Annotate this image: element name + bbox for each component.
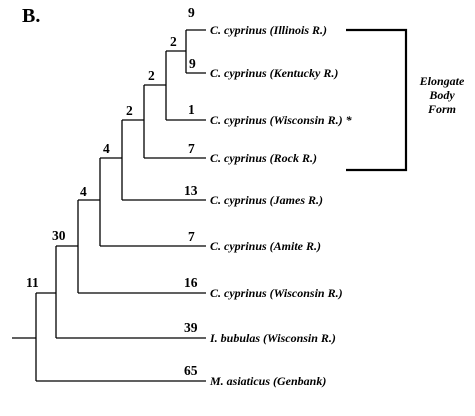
node-support-value: 11: [26, 275, 39, 290]
node-support-value: 30: [52, 228, 66, 243]
taxon-label: C. cyprinus (Rock R.): [210, 151, 317, 165]
clade-bracket: [346, 28, 408, 172]
terminal-support-values: 9 9 1 7 13 7 16 39 65: [184, 5, 198, 378]
internal-support-values: 2 2 2 4 4 30 11: [26, 34, 177, 290]
node-support-value: 2: [148, 68, 155, 83]
node-support-value: 2: [126, 103, 133, 118]
taxon-label: C. cyprinus (James R.): [210, 193, 323, 207]
taxon-label: C. cyprinus (Wisconsin R.): [210, 286, 343, 300]
group-label-line: Form: [427, 102, 456, 116]
support-value: 39: [184, 320, 198, 335]
node-support-value: 4: [103, 141, 110, 156]
taxon-label: I. bubulas (Wisconsin R.): [209, 331, 336, 345]
taxon-labels: C. cyprinus (Illinois R.) C. cyprinus (K…: [209, 23, 353, 388]
group-label-line: Elongate: [419, 74, 465, 88]
taxon-label: C. cyprinus (Wisconsin R.) *: [210, 113, 353, 127]
group-label: Elongate Body Form: [419, 74, 465, 116]
support-value: 7: [188, 141, 195, 156]
node-support-value: 2: [170, 34, 177, 49]
group-label-line: Body: [428, 88, 455, 102]
taxon-label: C. cyprinus (Amite R.): [210, 239, 321, 253]
node-support-value: 4: [80, 184, 87, 199]
support-value: 7: [188, 229, 195, 244]
taxon-label: M. asiaticus (Genbank): [209, 374, 326, 388]
support-value: 1: [188, 102, 195, 117]
support-value: 9: [189, 56, 196, 71]
support-value: 13: [184, 183, 198, 198]
support-value: 16: [184, 275, 198, 290]
taxon-label: C. cyprinus (Illinois R.): [210, 23, 327, 37]
panel-label: B.: [22, 5, 40, 27]
tree-branches: [12, 29, 206, 382]
support-value: 65: [184, 363, 198, 378]
taxon-label: C. cyprinus (Kentucky R.): [210, 66, 338, 80]
support-value: 9: [188, 5, 195, 20]
